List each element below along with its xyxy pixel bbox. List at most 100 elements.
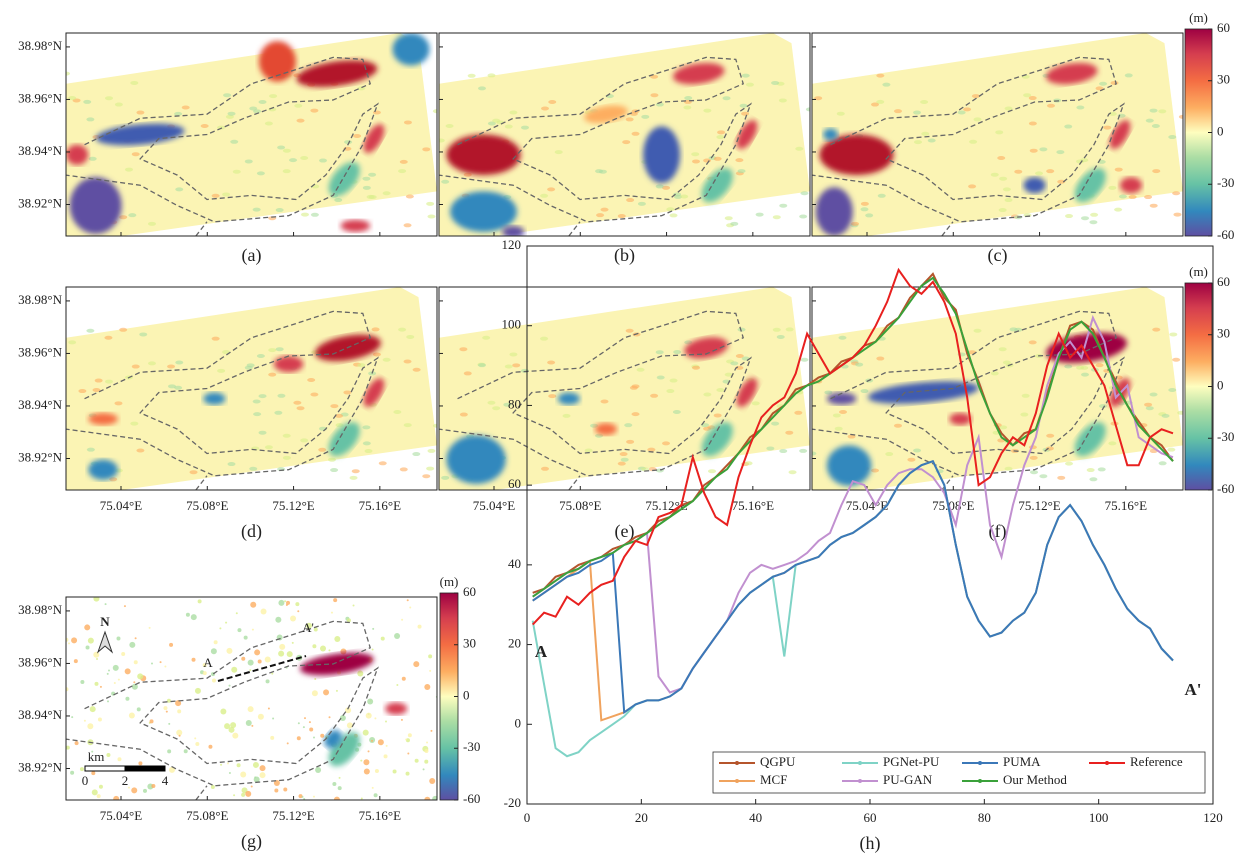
speckle [121, 651, 126, 656]
speckle [226, 647, 233, 654]
texture [399, 159, 408, 164]
texture [1023, 93, 1032, 98]
speckle [362, 729, 369, 736]
texture [509, 352, 518, 357]
texture [445, 123, 454, 128]
texture [109, 477, 118, 482]
legend-marker [978, 779, 982, 783]
texture [1056, 150, 1065, 155]
texture [1090, 212, 1099, 217]
texture [382, 191, 391, 196]
texture [547, 360, 556, 365]
panel-label: (f) [989, 521, 1007, 542]
anomaly [823, 128, 838, 141]
texture [289, 158, 298, 163]
texture [779, 449, 788, 454]
speckle [96, 794, 101, 799]
texture [398, 169, 407, 174]
anomaly [450, 191, 517, 232]
speckle [363, 759, 370, 766]
texture [1114, 207, 1123, 212]
texture [662, 185, 671, 190]
texture [335, 423, 344, 428]
texture [509, 110, 518, 115]
profile-end: A' [302, 620, 314, 635]
texture [463, 371, 472, 376]
map-frame [65, 596, 438, 801]
texture [232, 169, 241, 174]
texture [548, 100, 557, 105]
scalebar-unit: km [88, 749, 105, 764]
texture [282, 169, 291, 174]
speckle [400, 718, 403, 721]
anomaly [392, 33, 430, 66]
texture [1039, 474, 1048, 479]
texture [467, 73, 476, 78]
speckle [394, 633, 401, 640]
texture [1004, 198, 1013, 203]
x-tick-label: 60 [864, 810, 877, 825]
panel-label: (d) [241, 521, 262, 542]
texture [921, 131, 930, 136]
anomaly [363, 378, 385, 408]
texture [834, 426, 843, 431]
speckle [250, 785, 253, 788]
series-line [532, 459, 1174, 715]
texture [650, 393, 659, 398]
texture [600, 207, 609, 212]
lat-tick-label: 38.96°N [18, 344, 62, 359]
texture [839, 409, 848, 414]
texture [368, 195, 377, 200]
texture [147, 221, 156, 226]
speckle [312, 644, 317, 649]
texture [362, 176, 371, 181]
texture [691, 152, 700, 157]
map-content [812, 287, 1183, 490]
colorbar-unit: (m) [440, 574, 459, 589]
scalebar-white [84, 765, 126, 772]
glacier-outline [941, 475, 954, 490]
speckle [320, 733, 325, 738]
lon-tick-label: 75.04°E [100, 808, 142, 823]
texture [1152, 327, 1161, 332]
texture [1172, 357, 1181, 362]
speckle [194, 737, 197, 740]
texture [1158, 461, 1167, 466]
texture [1144, 195, 1153, 200]
texture [617, 214, 626, 219]
speckle [367, 750, 370, 753]
texture [200, 123, 209, 128]
speckle [267, 707, 270, 710]
texture [1173, 212, 1182, 217]
texture [124, 167, 133, 172]
speckle [228, 726, 235, 733]
texture [128, 213, 137, 218]
speckle [372, 627, 375, 630]
anomaly [1045, 62, 1098, 85]
speckle [177, 709, 182, 714]
texture [318, 447, 327, 452]
speckle [66, 687, 69, 692]
texture [1002, 187, 1011, 192]
speckle [71, 716, 74, 719]
lon-tick-label: 75.16°E [359, 498, 401, 513]
legend-marker [858, 761, 862, 765]
speckle [407, 752, 410, 755]
legend-label: PU-GAN [883, 772, 933, 787]
texture [838, 335, 847, 340]
speckle [148, 626, 151, 629]
texture [548, 394, 557, 399]
texture [68, 340, 77, 345]
speckle [228, 684, 231, 687]
speckle [430, 729, 433, 732]
texture [870, 102, 879, 107]
texture [432, 109, 437, 114]
x-tick-label: 100 [1089, 810, 1109, 825]
speckle [235, 612, 238, 615]
texture [692, 159, 701, 164]
speckle [296, 736, 301, 741]
texture [487, 73, 496, 78]
speckle [194, 687, 201, 694]
map-frame [438, 286, 811, 491]
texture [282, 455, 291, 460]
